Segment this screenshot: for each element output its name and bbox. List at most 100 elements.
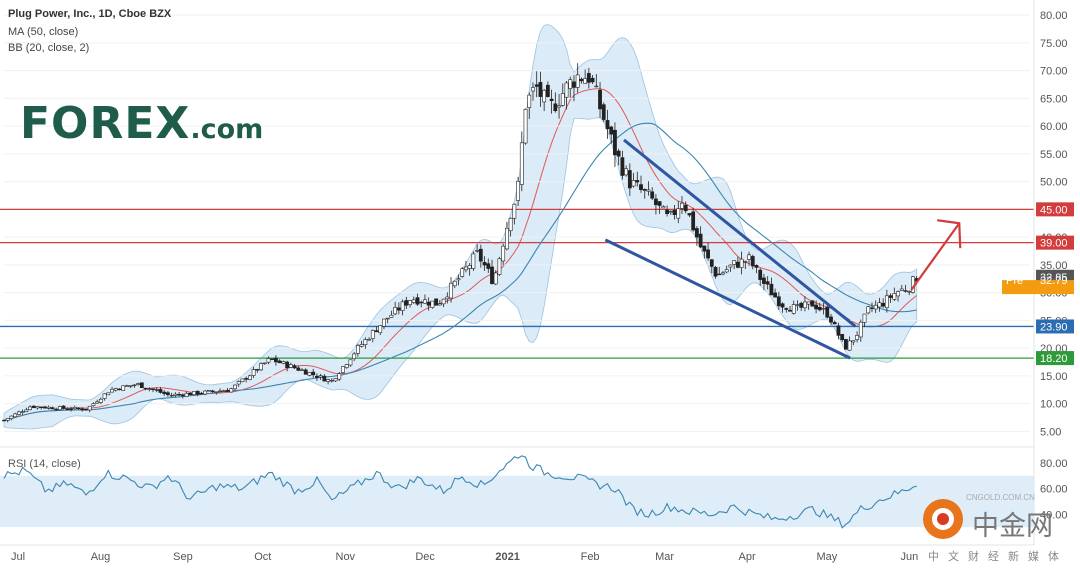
candle-body bbox=[173, 393, 178, 396]
candle-body bbox=[214, 391, 219, 393]
candle-body bbox=[620, 157, 625, 176]
price-tick-label: 80.00 bbox=[1040, 10, 1068, 22]
candle-body bbox=[803, 301, 807, 309]
candle-body bbox=[657, 201, 662, 206]
candle-body bbox=[870, 307, 874, 309]
candle-body bbox=[333, 378, 338, 382]
candle-body bbox=[452, 280, 457, 287]
candle-body bbox=[564, 82, 569, 98]
price-tick-label: 75.00 bbox=[1040, 38, 1068, 50]
price-tick-label: 55.00 bbox=[1040, 149, 1068, 161]
month-label: Sep bbox=[173, 551, 193, 563]
candle-body bbox=[158, 389, 163, 393]
candle-body bbox=[471, 253, 476, 269]
candle-body bbox=[855, 335, 859, 340]
candle-body bbox=[348, 359, 353, 366]
candle-body bbox=[382, 318, 386, 327]
candle-body bbox=[799, 302, 804, 308]
ma-indicator-label[interactable]: MA (50, close) bbox=[8, 26, 79, 38]
price-tick-label: 35.00 bbox=[1040, 260, 1068, 272]
candle-body bbox=[743, 261, 748, 263]
candle-body bbox=[706, 249, 710, 259]
candle-body bbox=[601, 104, 606, 120]
candle-body bbox=[355, 345, 360, 354]
candle-body bbox=[531, 87, 535, 92]
candle-body bbox=[739, 258, 744, 268]
candle-body bbox=[69, 408, 73, 410]
candle-body bbox=[121, 385, 126, 391]
bollinger-basis bbox=[3, 88, 918, 421]
candle-body bbox=[426, 301, 431, 306]
candle-body bbox=[184, 392, 189, 397]
candle-body bbox=[136, 383, 141, 385]
candle-body bbox=[672, 210, 677, 215]
candle-body bbox=[624, 168, 629, 176]
candle-body bbox=[169, 394, 174, 397]
candle-body bbox=[791, 304, 796, 314]
candle-body bbox=[315, 375, 319, 378]
candle-body bbox=[113, 388, 118, 391]
candle-body bbox=[478, 248, 483, 262]
candle-body bbox=[437, 303, 442, 306]
candle-body bbox=[415, 297, 420, 305]
candle-body bbox=[95, 401, 100, 404]
candle-body bbox=[668, 210, 673, 213]
pre-market-tag bbox=[1002, 280, 1074, 295]
ma50-line bbox=[3, 122, 917, 421]
candle-body bbox=[627, 170, 632, 189]
candle-body bbox=[251, 369, 256, 376]
candle-body bbox=[724, 269, 729, 273]
candle-body bbox=[296, 367, 301, 371]
candle-body bbox=[579, 78, 584, 82]
candle-body bbox=[393, 307, 398, 315]
candle-body bbox=[758, 269, 763, 280]
candle-body bbox=[400, 301, 405, 311]
candle-body bbox=[631, 180, 636, 187]
candle-body bbox=[784, 308, 789, 310]
candle-body bbox=[892, 293, 897, 300]
candle-body bbox=[508, 218, 513, 232]
candle-body bbox=[396, 307, 401, 311]
candle-body bbox=[203, 390, 208, 395]
candle-body bbox=[680, 202, 684, 209]
candle-body bbox=[635, 180, 640, 183]
candle-body bbox=[646, 189, 651, 192]
candle-body bbox=[259, 363, 263, 371]
candle-body bbox=[430, 300, 435, 308]
arrow-shaft bbox=[910, 222, 961, 291]
candle-body bbox=[166, 392, 170, 396]
candle-body bbox=[907, 291, 912, 293]
level-tag-label: 39.00 bbox=[1040, 238, 1068, 250]
candle-body bbox=[575, 74, 580, 88]
candle-body bbox=[814, 304, 818, 310]
level-tag-label: 45.00 bbox=[1040, 204, 1068, 216]
candle-body bbox=[9, 415, 14, 419]
candle-body bbox=[460, 268, 465, 277]
candle-body bbox=[31, 405, 36, 408]
candle-body bbox=[750, 256, 755, 267]
candle-body bbox=[147, 388, 152, 390]
candle-body bbox=[702, 245, 707, 252]
candle-body bbox=[110, 388, 114, 393]
candle-body bbox=[24, 409, 29, 413]
candle-body bbox=[13, 413, 18, 418]
candle-body bbox=[519, 142, 524, 185]
rsi-label[interactable]: RSI (14, close) bbox=[8, 458, 81, 470]
candle-body bbox=[464, 266, 468, 271]
candle-body bbox=[57, 406, 62, 411]
candle-body bbox=[549, 98, 554, 102]
candle-body bbox=[87, 405, 92, 411]
moving-average-50 bbox=[3, 122, 917, 421]
price-tick-label: 10.00 bbox=[1040, 399, 1068, 411]
candle-body bbox=[128, 385, 133, 387]
candle-body bbox=[98, 398, 103, 403]
candle-body bbox=[829, 316, 833, 323]
bb-indicator-label[interactable]: BB (20, close, 2) bbox=[8, 42, 90, 54]
candle-body bbox=[247, 375, 252, 380]
candle-body bbox=[102, 393, 107, 399]
candle-body bbox=[162, 391, 167, 394]
candle-body bbox=[825, 306, 830, 318]
candle-body bbox=[490, 266, 494, 284]
candle-body bbox=[493, 272, 498, 285]
candle-body bbox=[881, 302, 886, 307]
